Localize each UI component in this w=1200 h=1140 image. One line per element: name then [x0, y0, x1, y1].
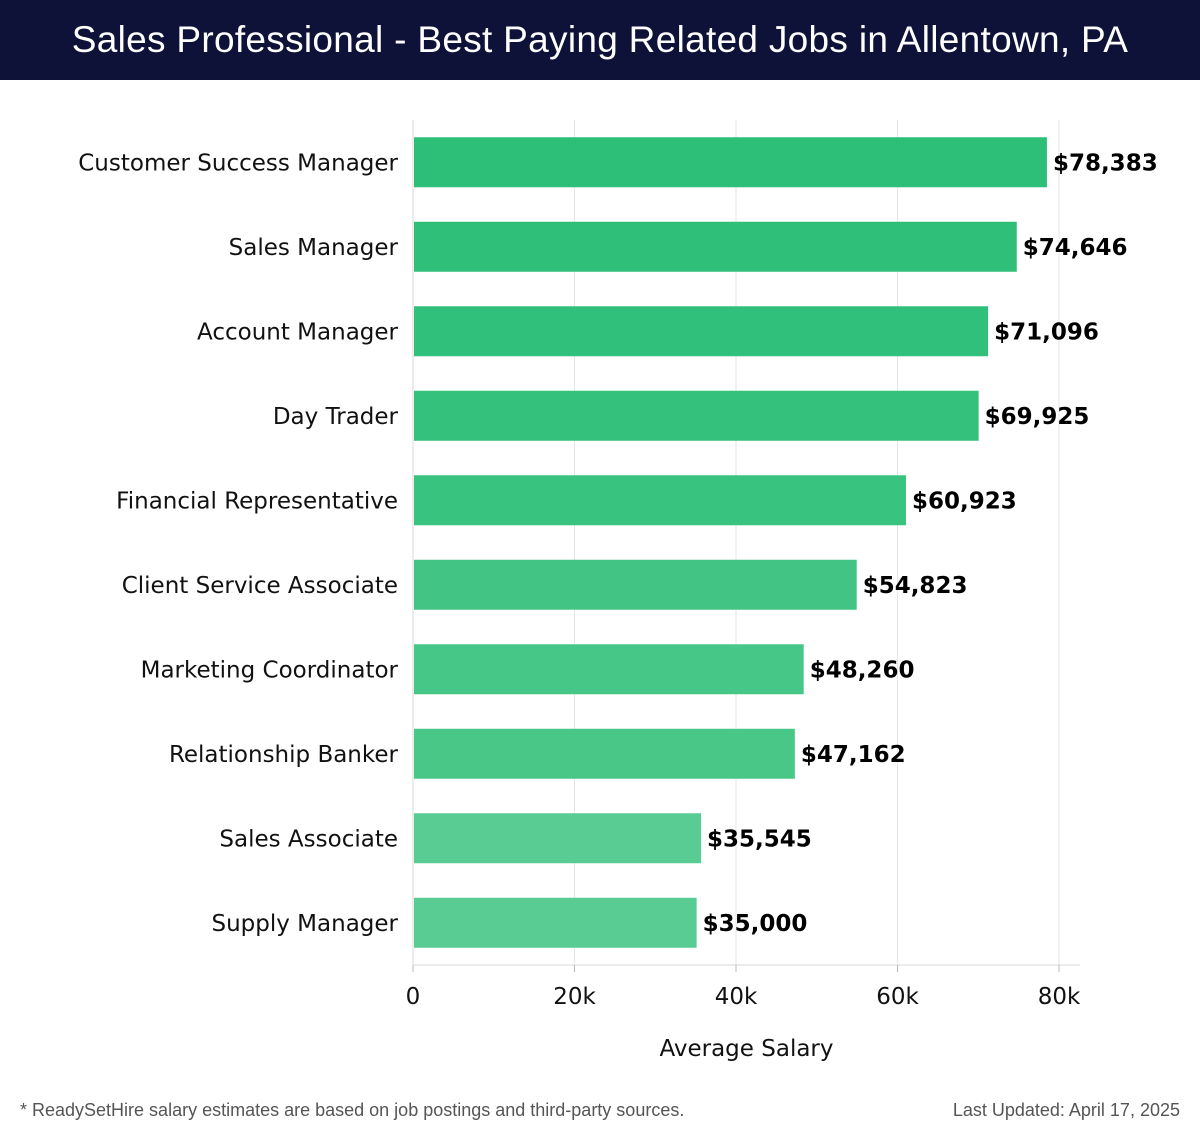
bar	[414, 475, 906, 526]
category-label: Day Trader	[273, 404, 399, 430]
bar	[414, 221, 1017, 272]
last-updated: Last Updated: April 17, 2025	[952, 1100, 1180, 1120]
category-label: Account Manager	[197, 319, 399, 345]
value-label: $60,923	[912, 488, 1017, 514]
value-label: $54,823	[863, 573, 968, 599]
x-tick-label: 40k	[715, 984, 758, 1010]
bar	[414, 306, 989, 357]
chart-header: Sales Professional - Best Paying Related…	[0, 0, 1200, 80]
value-label: $47,162	[801, 742, 906, 768]
category-label: Sales Associate	[219, 826, 398, 852]
value-label: $74,646	[1023, 235, 1128, 261]
x-tick-label: 60k	[876, 984, 919, 1010]
x-tick-label: 20k	[553, 984, 596, 1010]
bar	[414, 813, 702, 864]
value-label: $69,925	[985, 404, 1090, 430]
chart-title: Sales Professional - Best Paying Related…	[71, 19, 1129, 60]
bar	[414, 137, 1047, 188]
bar	[414, 559, 857, 610]
value-label: $35,545	[707, 826, 812, 852]
value-label: $78,383	[1053, 150, 1158, 176]
source-note: * ReadySetHire salary estimates are base…	[20, 1100, 685, 1120]
x-tick-label: 80k	[1038, 984, 1081, 1010]
bar	[414, 897, 697, 948]
bar	[414, 390, 979, 441]
value-label: $35,000	[703, 911, 808, 937]
category-label: Client Service Associate	[122, 573, 398, 599]
bar-chart: Customer Success Manager $78,383 Sales Man…	[78, 120, 1158, 1062]
category-label: Supply Manager	[211, 911, 398, 937]
category-label: Sales Manager	[229, 235, 399, 261]
category-label: Relationship Banker	[169, 742, 399, 768]
bar	[414, 728, 795, 779]
bar	[414, 644, 804, 695]
value-label: $48,260	[810, 657, 915, 683]
category-label: Marketing Coordinator	[141, 657, 399, 683]
category-label: Financial Representative	[116, 488, 398, 514]
category-label: Customer Success Manager	[78, 150, 398, 176]
x-axis-title: Average Salary	[659, 1036, 833, 1062]
x-tick-label: 0	[406, 984, 421, 1010]
value-label: $71,096	[994, 319, 1099, 345]
